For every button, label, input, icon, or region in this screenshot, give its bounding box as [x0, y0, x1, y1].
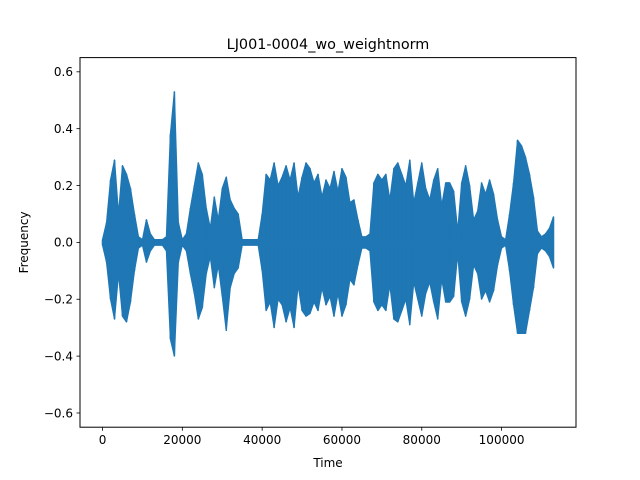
waveform-series: [101, 91, 555, 357]
x-tick-label: 100000: [479, 433, 525, 447]
x-tick-label: 80000: [403, 433, 441, 447]
plot-area: [101, 91, 555, 357]
y-tick-label: 0.2: [54, 179, 73, 193]
x-tick-label: 20000: [163, 433, 201, 447]
chart-title: LJ001-0004_wo_weightnorm: [227, 37, 430, 53]
x-axis: 0 20000 40000 60000 80000 100000: [99, 427, 525, 447]
x-tick-label: 0: [99, 433, 107, 447]
y-axis: −0.6 −0.4 −0.2 0.0 0.2 0.4 0.6: [44, 65, 80, 420]
y-tick-label: 0.0: [54, 236, 73, 250]
x-axis-label: Time: [312, 456, 342, 470]
y-tick-label: 0.4: [54, 122, 73, 136]
y-tick-label: −0.6: [44, 406, 73, 420]
y-tick-label: −0.2: [44, 293, 73, 307]
y-tick-label: −0.4: [44, 349, 73, 363]
y-axis-label: Frequency: [17, 211, 31, 273]
x-tick-label: 60000: [323, 433, 361, 447]
y-tick-label: 0.6: [54, 65, 73, 79]
x-tick-label: 40000: [243, 433, 281, 447]
